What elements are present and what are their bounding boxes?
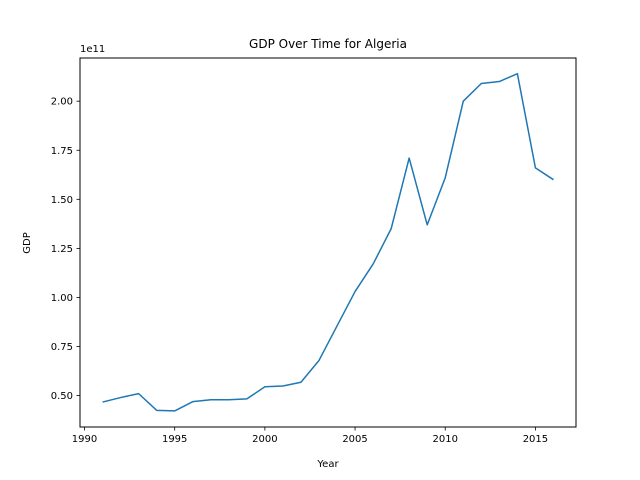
y-tick-label: 1.50 — [51, 195, 73, 206]
y-tick-label: 0.50 — [51, 391, 73, 402]
y-tick-label: 1.00 — [51, 293, 73, 304]
y-tick-label: 1.25 — [51, 244, 73, 255]
y-axis: 0.50 0.75 1.00 1.25 1.50 1.75 2.00 — [51, 97, 80, 402]
x-tick-label: 2015 — [523, 434, 548, 445]
x-axis: 1990 1995 2000 2005 2010 2015 — [72, 427, 548, 445]
plot-area — [102, 72, 554, 412]
x-tick-label: 1990 — [72, 434, 97, 445]
x-tick-label: 2010 — [433, 434, 458, 445]
plot-frame — [79, 57, 577, 428]
y-axis-label: GDP — [22, 232, 33, 253]
y-tick-label: 2.00 — [51, 97, 73, 108]
chart-title: GDP Over Time for Algeria — [249, 37, 407, 51]
x-tick-label: 2000 — [252, 434, 277, 445]
x-tick-label: 2005 — [342, 434, 367, 445]
y-axis-offset-label: 1e11 — [80, 44, 105, 55]
y-tick-label: 1.75 — [51, 146, 73, 157]
y-tick-label: 0.75 — [51, 342, 73, 353]
gdp-series-line — [102, 72, 554, 412]
x-tick-label: 1995 — [162, 434, 187, 445]
x-axis-label: Year — [316, 459, 339, 470]
